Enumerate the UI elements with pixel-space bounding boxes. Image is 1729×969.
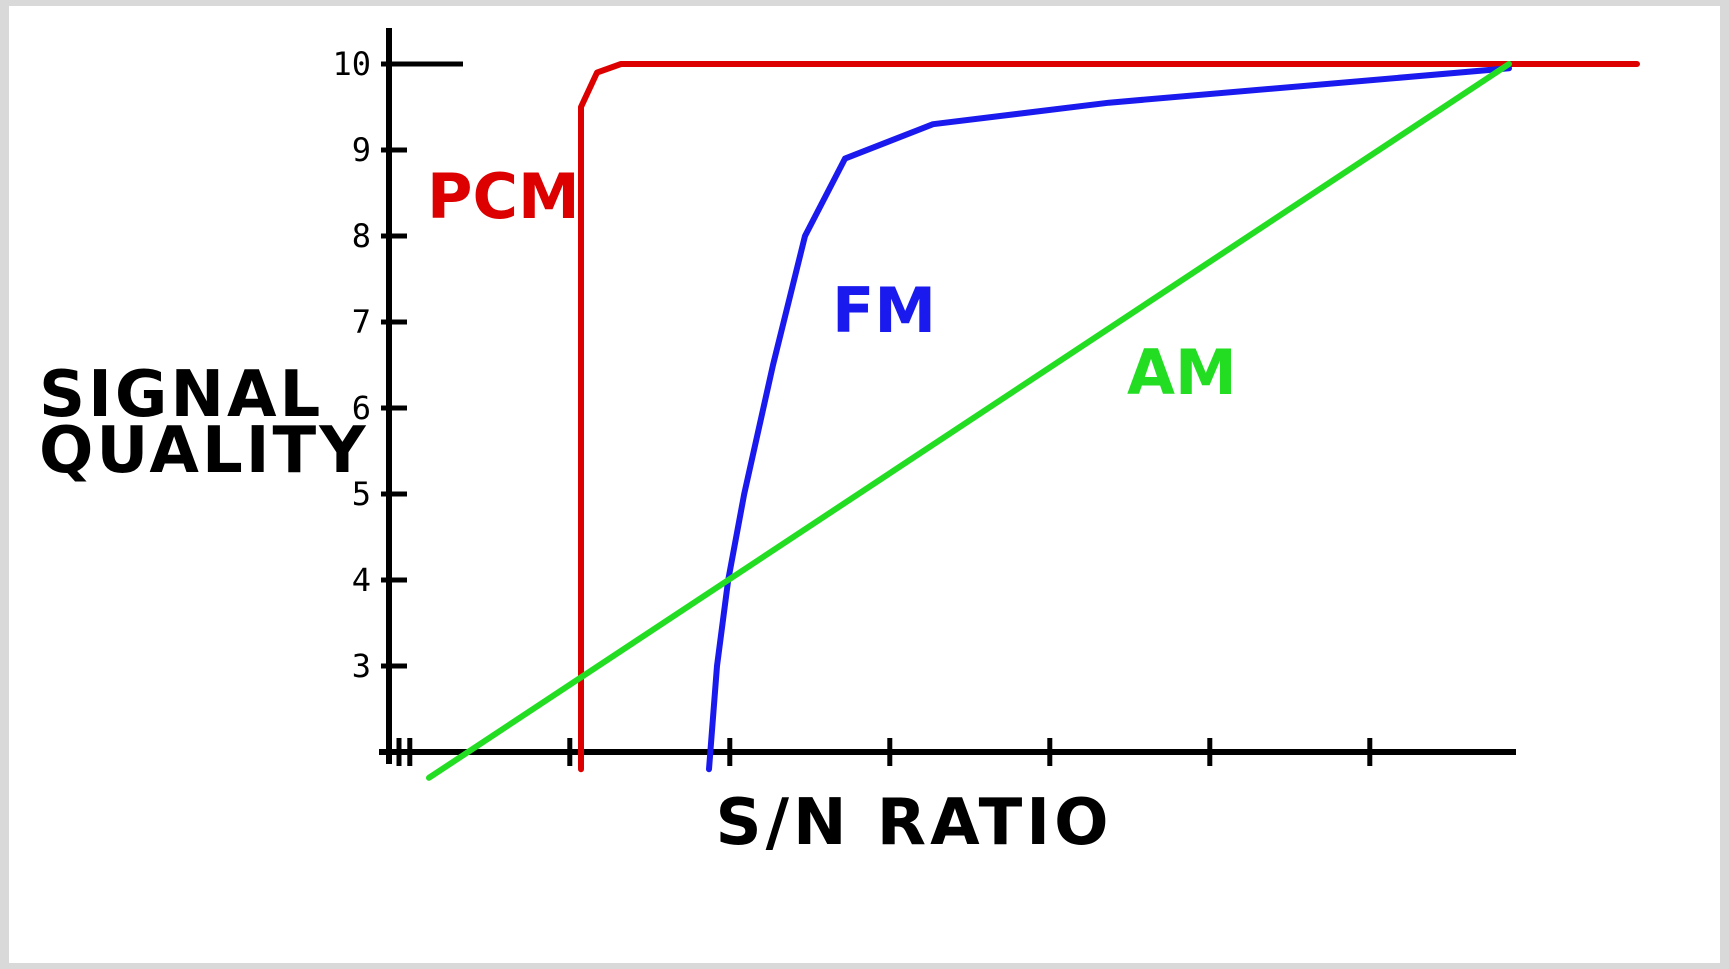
x-axis-title: S/N RATIO (715, 786, 1112, 860)
y-tick-label: 10 (332, 45, 371, 83)
y-tick-label: 9 (352, 131, 371, 169)
series-label-fm: FM (832, 274, 936, 347)
y-tick-label: 8 (352, 217, 371, 255)
chart-frame: 10 9 8 7 6 5 4 3 PCM FM AM S/N RATIO SIGNAL QUALITY (9, 6, 1720, 963)
series-label-pcm: PCM (427, 160, 580, 233)
axes: 10 9 8 7 6 5 4 3 (332, 28, 1516, 766)
y-tick-label: 3 (352, 647, 371, 685)
y-tick-label: 5 (352, 475, 371, 513)
y-tick-label: 7 (352, 303, 371, 341)
series-layer (426, 61, 1640, 781)
series-line-pcm (578, 61, 1640, 773)
y-axis-title-line: SIGNAL (39, 358, 323, 432)
y-tick-label: 6 (352, 389, 371, 427)
y-tick-label: 4 (352, 561, 371, 599)
series-label-am: AM (1127, 336, 1237, 409)
series-line-fm (706, 65, 1512, 773)
y-axis-title-line: QUALITY (39, 414, 369, 488)
series-line-am (426, 61, 1512, 781)
